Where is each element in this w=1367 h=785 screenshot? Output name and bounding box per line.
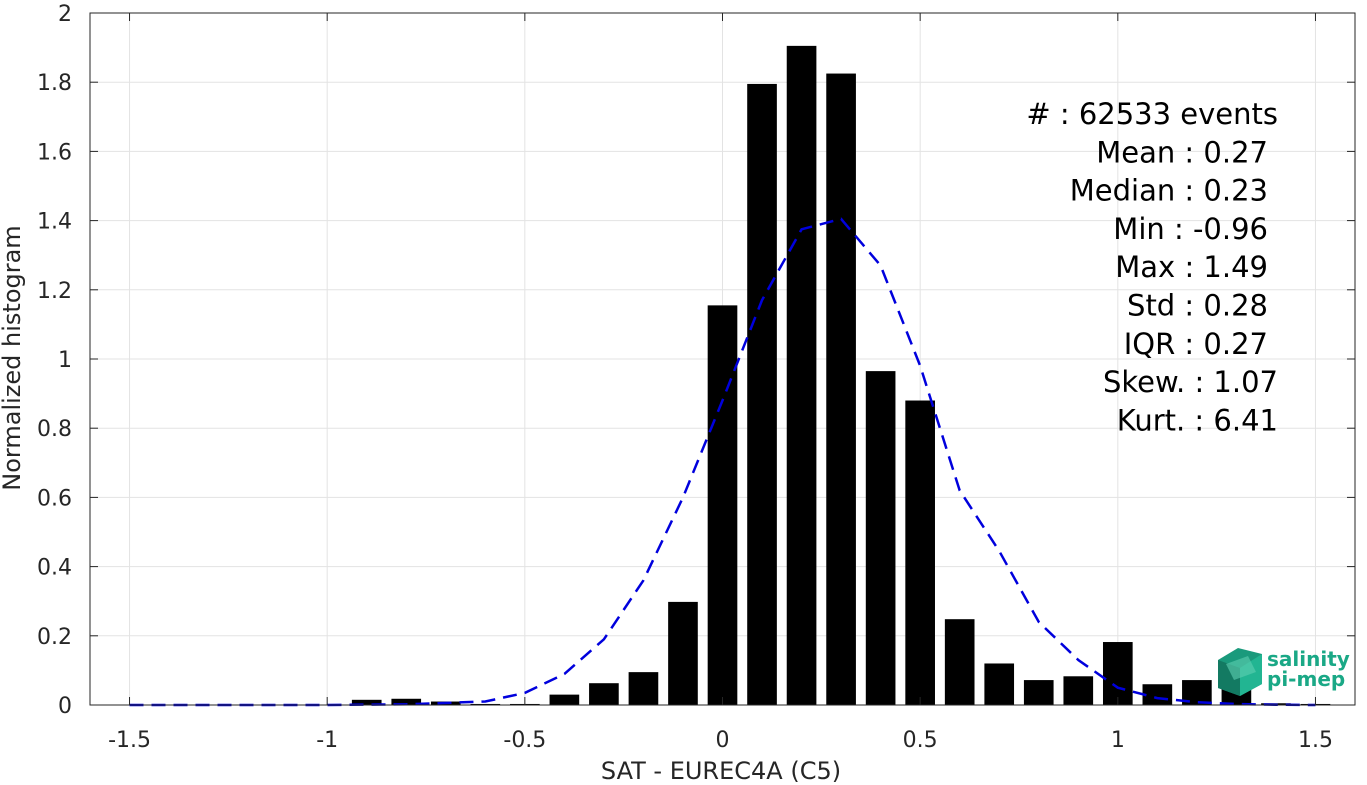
histogram-bar (628, 672, 659, 705)
stat-line: Std : 0.28 (1127, 289, 1268, 323)
histogram-bar (905, 400, 935, 705)
x-tick-label: -0.5 (503, 728, 546, 753)
x-tick-label: 1.5 (1298, 728, 1333, 753)
fit-curve-layer (129, 217, 1316, 707)
histogram-bar (549, 694, 580, 705)
histogram-bar (865, 371, 896, 705)
y-tick-label: 0.6 (37, 486, 72, 511)
histogram-bar (1142, 684, 1173, 705)
histogram-bar (786, 45, 817, 706)
x-tick-label: 0.5 (903, 728, 938, 753)
histogram-bar (668, 601, 698, 705)
y-tick-label: 1.8 (37, 71, 72, 96)
histogram-bar (1023, 680, 1054, 705)
logo-line2: pi-mep (1267, 667, 1345, 691)
statistics-annotation: # : 62533 events Mean : 0.27 Median : 0.23… (1026, 97, 1278, 437)
y-tick-label: 1.6 (37, 140, 72, 165)
y-tick-label: 0 (58, 694, 72, 719)
histogram-bar (391, 698, 422, 705)
x-tick-label: 1 (1111, 728, 1125, 753)
logo-line1: salinity (1267, 647, 1350, 671)
fit-curve (129, 217, 1316, 707)
y-tick-label: 1.4 (37, 210, 72, 235)
histogram-bar (589, 683, 619, 705)
histogram-bars (351, 45, 1331, 706)
tick-labels: -1.5 -1 -0.5 0 0.5 1 1.5 0 0.2 0.4 0.6 0.8 1 1.2 1.4 1.… (37, 2, 1333, 753)
stat-line: # : 62533 events (1026, 97, 1278, 131)
y-tick-label: 0.4 (37, 556, 72, 581)
stat-line: Min : -0.96 (1113, 212, 1268, 246)
histogram-bar (470, 703, 501, 705)
stat-line: Max : 1.49 (1115, 250, 1268, 284)
axes (89, 12, 1356, 706)
histogram-bar (351, 699, 382, 705)
x-tick-label: -1 (316, 728, 338, 753)
y-tick-label: 2 (58, 2, 72, 27)
stat-line: Kurt. : 6.41 (1117, 403, 1278, 437)
logo-cube-icon (1218, 648, 1262, 696)
histogram-bar (707, 305, 738, 705)
histogram-bar (944, 619, 975, 705)
stat-line: Mean : 0.27 (1096, 135, 1268, 169)
stat-line: Median : 0.23 (1070, 174, 1268, 208)
stat-line: Skew. : 1.07 (1103, 365, 1278, 399)
y-axis-label: Normalized histogram (0, 225, 26, 490)
y-tick-label: 0.8 (37, 417, 72, 442)
stat-line: IQR : 0.27 (1124, 327, 1268, 361)
histogram-bar (984, 663, 1015, 705)
y-tick-label: 1.2 (37, 279, 72, 304)
x-tick-label: 0 (716, 728, 730, 753)
histogram-bar (747, 83, 777, 706)
y-tick-label: 1 (58, 348, 72, 373)
x-axis-label: SAT - EUREC4A (C5) (601, 757, 841, 785)
histogram-bar (1102, 642, 1133, 705)
histogram-bar (1063, 676, 1094, 705)
y-tick-label: 0.2 (37, 625, 72, 650)
x-tick-label: -1.5 (108, 728, 151, 753)
salinity-pimep-logo: salinity pi-mep (1218, 647, 1350, 696)
histogram-bar (826, 73, 856, 706)
